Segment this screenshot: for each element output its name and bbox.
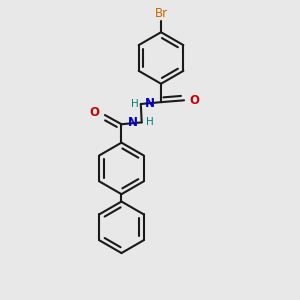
Text: H: H — [131, 99, 139, 109]
Text: O: O — [190, 94, 200, 107]
Text: Br: Br — [154, 7, 168, 20]
Text: N: N — [145, 98, 154, 110]
Text: O: O — [89, 106, 99, 119]
Text: H: H — [146, 117, 154, 128]
Text: N: N — [128, 116, 138, 129]
